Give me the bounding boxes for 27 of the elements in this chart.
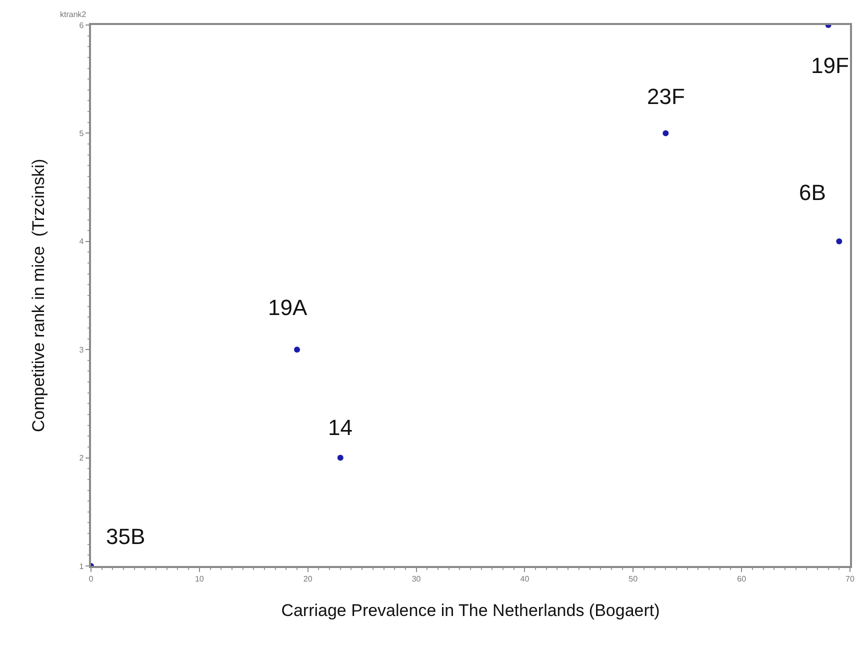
annotation: 35B bbox=[106, 524, 146, 549]
x-tick-label: 20 bbox=[303, 574, 313, 584]
y-tick-label: 3 bbox=[79, 345, 84, 354]
annotation: 6B bbox=[799, 180, 826, 205]
point bbox=[662, 130, 669, 136]
text: ktrank2 bbox=[60, 10, 87, 19]
annotation: 14 bbox=[328, 415, 352, 440]
y-tick-label: 1 bbox=[79, 562, 84, 571]
x-axis-title: Carriage Prevalence in The Netherlands (Bogaert) bbox=[281, 601, 660, 620]
point bbox=[836, 238, 842, 244]
y-axis-title: Competitive rank in mice (Trzcinski) bbox=[29, 158, 48, 432]
y-tick-label: 4 bbox=[79, 237, 84, 246]
annotation: 19F bbox=[811, 53, 849, 78]
y-tick-label: 5 bbox=[79, 129, 84, 138]
x-tick-label: 0 bbox=[88, 574, 94, 584]
x-tick-label: 10 bbox=[194, 574, 204, 584]
y-tick-label: 2 bbox=[79, 454, 84, 463]
annotation: 23F bbox=[647, 84, 685, 109]
point bbox=[337, 454, 344, 461]
x-tick-label: 30 bbox=[412, 574, 422, 584]
x-tick-label: 70 bbox=[846, 574, 855, 584]
y-tick-label: 6 bbox=[79, 20, 84, 30]
annotation: 19A bbox=[268, 295, 308, 320]
x-tick-label: 60 bbox=[737, 574, 747, 584]
point bbox=[294, 346, 300, 353]
x-tick-label: 50 bbox=[628, 574, 638, 584]
x-tick-label: 40 bbox=[520, 574, 530, 584]
